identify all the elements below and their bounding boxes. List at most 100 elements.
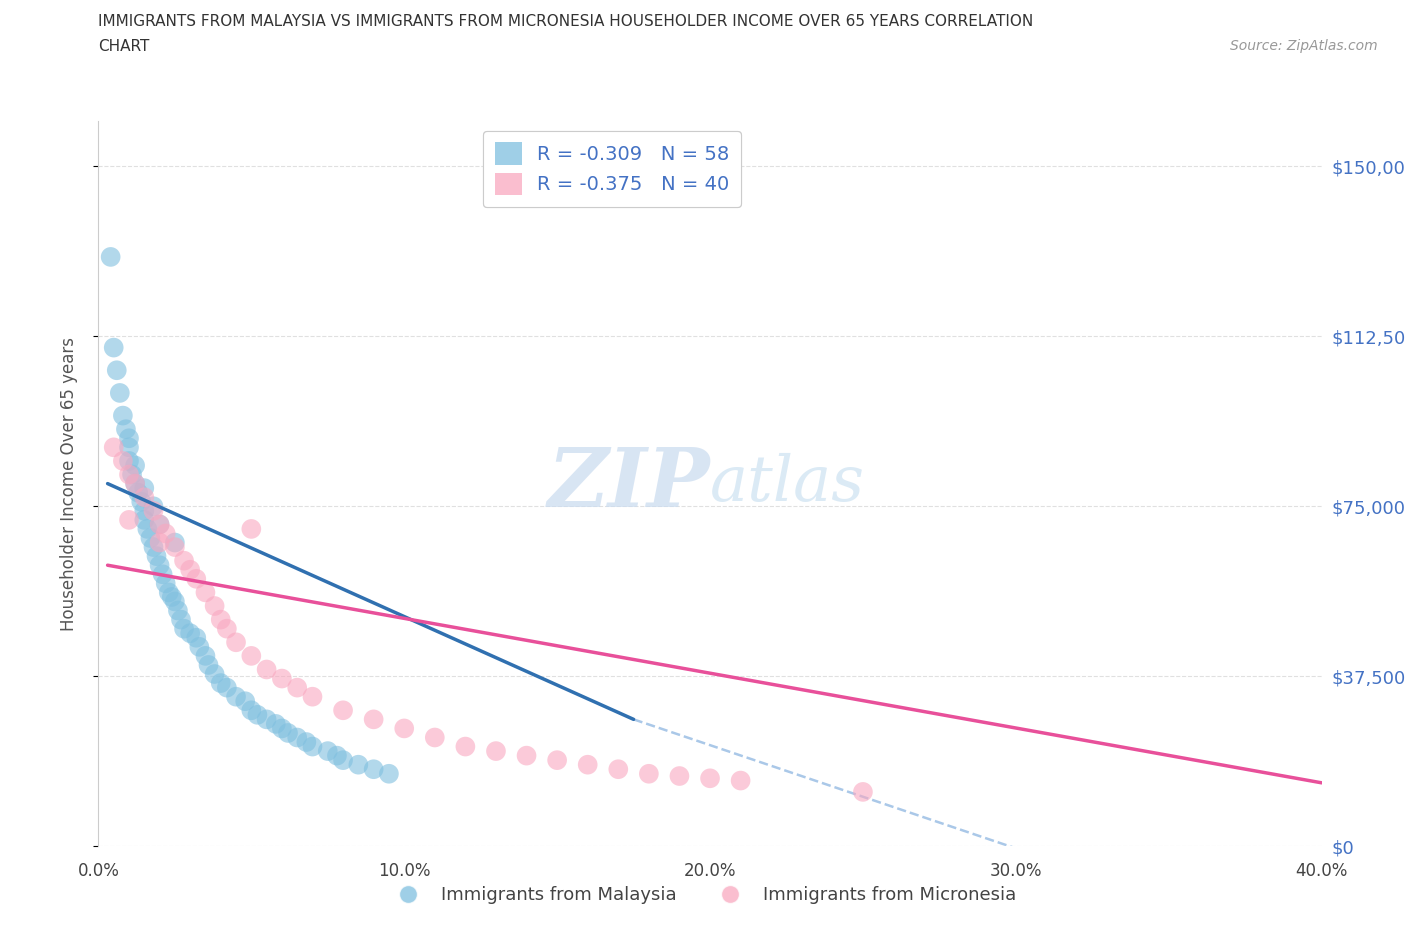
Point <box>152 567 174 582</box>
Point <box>121 467 143 482</box>
Point <box>240 522 263 537</box>
Point <box>326 748 349 763</box>
Point <box>124 476 146 491</box>
Point <box>209 612 232 627</box>
Point <box>516 748 538 763</box>
Point <box>142 539 165 554</box>
Point <box>392 721 416 736</box>
Point <box>256 662 278 677</box>
Point <box>108 386 131 401</box>
Point <box>197 658 219 672</box>
Point <box>149 558 172 573</box>
Point <box>145 549 167 564</box>
Y-axis label: Householder Income Over 65 years: Householder Income Over 65 years <box>59 337 77 631</box>
Point <box>301 689 323 704</box>
Point <box>149 517 172 532</box>
Point <box>316 744 339 759</box>
Legend: Immigrants from Malaysia, Immigrants from Micronesia: Immigrants from Malaysia, Immigrants fro… <box>382 879 1024 911</box>
Point <box>134 490 156 505</box>
Point <box>118 512 141 527</box>
Point <box>124 476 146 491</box>
Point <box>637 766 661 781</box>
Point <box>546 752 568 767</box>
Point <box>118 440 141 455</box>
Point <box>454 739 477 754</box>
Point <box>105 363 128 378</box>
Text: atlas: atlas <box>710 453 865 514</box>
Point <box>115 422 138 437</box>
Text: ZIP: ZIP <box>547 444 710 524</box>
Point <box>256 712 278 727</box>
Point <box>332 752 354 767</box>
Point <box>332 703 354 718</box>
Point <box>270 671 292 686</box>
Point <box>209 675 232 690</box>
Point <box>142 498 165 513</box>
Point <box>194 648 217 663</box>
Point <box>576 757 599 772</box>
Text: IMMIGRANTS FROM MALAYSIA VS IMMIGRANTS FROM MICRONESIA HOUSEHOLDER INCOME OVER 6: IMMIGRANTS FROM MALAYSIA VS IMMIGRANTS F… <box>98 14 1033 29</box>
Point <box>134 512 156 527</box>
Point <box>173 553 195 568</box>
Point <box>347 757 370 772</box>
Point <box>142 503 165 518</box>
Point <box>136 522 159 537</box>
Point <box>186 631 208 645</box>
Point <box>246 708 269 723</box>
Legend: R = -0.309   N = 58, R = -0.375   N = 40: R = -0.309 N = 58, R = -0.375 N = 40 <box>484 130 741 206</box>
Point <box>155 576 177 591</box>
Point <box>134 481 156 496</box>
Point <box>149 517 172 532</box>
Point <box>118 431 141 445</box>
Point <box>179 626 201 641</box>
Point <box>363 712 385 727</box>
Point <box>103 440 125 455</box>
Point <box>179 563 201 578</box>
Text: Source: ZipAtlas.com: Source: ZipAtlas.com <box>1230 39 1378 53</box>
Point <box>163 539 186 554</box>
Point <box>127 485 149 500</box>
Point <box>215 621 238 636</box>
Point <box>699 771 721 786</box>
Point <box>111 454 134 469</box>
Point <box>295 735 318 750</box>
Point <box>264 716 287 731</box>
Text: CHART: CHART <box>98 39 150 54</box>
Point <box>100 249 122 264</box>
Point <box>730 773 752 788</box>
Point <box>225 689 247 704</box>
Point <box>111 408 134 423</box>
Point <box>173 621 195 636</box>
Point <box>103 340 125 355</box>
Point <box>301 739 323 754</box>
Point <box>485 744 508 759</box>
Point <box>157 585 180 600</box>
Point <box>277 725 299 740</box>
Point <box>139 530 162 545</box>
Point <box>378 766 401 781</box>
Point <box>852 785 875 800</box>
Point <box>233 694 256 709</box>
Point <box>285 730 308 745</box>
Point <box>204 599 226 614</box>
Point <box>167 604 190 618</box>
Point <box>240 703 263 718</box>
Point <box>129 495 152 510</box>
Point <box>186 571 208 586</box>
Point <box>163 535 186 550</box>
Point <box>163 594 186 609</box>
Point <box>124 458 146 473</box>
Point <box>204 667 226 682</box>
Point <box>225 635 247 650</box>
Point <box>270 721 292 736</box>
Point <box>118 454 141 469</box>
Point <box>285 680 308 695</box>
Point <box>170 612 193 627</box>
Point <box>215 680 238 695</box>
Point <box>240 648 263 663</box>
Point <box>194 585 217 600</box>
Point <box>188 640 211 655</box>
Point <box>149 535 172 550</box>
Point <box>668 768 690 783</box>
Point <box>134 503 156 518</box>
